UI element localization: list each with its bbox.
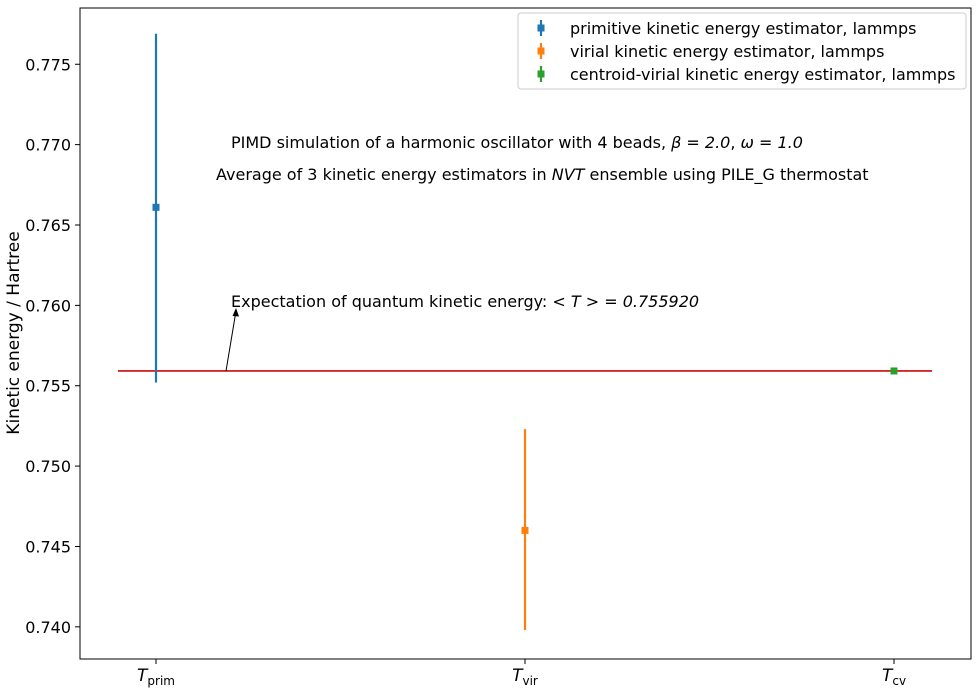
annotation-arrow-shaft bbox=[225, 310, 237, 372]
y-axis-label: Kinetic energy / Hartree bbox=[4, 231, 24, 434]
annotation-arrow-head bbox=[232, 308, 239, 317]
legend: primitive kinetic energy estimator, lamm… bbox=[517, 12, 967, 90]
legend-label-2: centroid-virial kinetic energy estimator… bbox=[570, 65, 955, 84]
y-axis: 0.740 0.745 0.750 0.755 0.760 0.765 0.770 0.775 bbox=[25, 55, 80, 637]
y-tick-label: 0.745 bbox=[25, 537, 71, 556]
annotation-ensemble-suffix: ensemble using PILE_G thermostat bbox=[584, 165, 868, 185]
annotation-ensemble-info: Average of 3 kinetic energy estimators i… bbox=[216, 165, 869, 185]
x-axis: Tprim Tvir Tcv bbox=[137, 659, 906, 688]
data-point-0 bbox=[152, 203, 160, 211]
legend-frame bbox=[517, 12, 967, 90]
data-point-1 bbox=[521, 526, 529, 534]
y-tick-label: 0.740 bbox=[25, 618, 71, 637]
annotation-simulation-info: PIMD simulation of a harmonic oscillator… bbox=[231, 133, 803, 152]
annotation-simulation-prefix: PIMD simulation of a harmonic oscillator… bbox=[231, 133, 671, 152]
annotation-expectation-prefix: Expectation of quantum kinetic energy: bbox=[231, 292, 552, 311]
y-tick-label: 0.770 bbox=[25, 136, 71, 155]
y-tick-label: 0.755 bbox=[25, 377, 71, 396]
legend-label-1: virial kinetic energy estimator, lammps bbox=[570, 42, 884, 61]
legend-swatch-marker-0 bbox=[537, 24, 545, 32]
annotation-beta: β = 2.0 bbox=[670, 133, 730, 152]
legend-label-0: primitive kinetic energy estimator, lamm… bbox=[570, 19, 916, 38]
x-tick-label-cv: Tcv bbox=[882, 666, 906, 688]
annotation-separator: , bbox=[730, 133, 740, 152]
annotation-expectation-math: < T > = 0.755920 bbox=[552, 292, 699, 311]
y-tick-label: 0.775 bbox=[25, 55, 71, 74]
x-tick-label-vir: Tvir bbox=[512, 666, 538, 688]
data-point-2 bbox=[890, 367, 898, 375]
series-marks bbox=[152, 33, 898, 631]
y-tick-label: 0.750 bbox=[25, 457, 71, 476]
x-tick-label-prim: Tprim bbox=[137, 666, 175, 688]
y-tick-label: 0.765 bbox=[25, 216, 71, 235]
annotation-omega: ω = 1.0 bbox=[741, 133, 803, 152]
annotation-ensemble-name: NVT bbox=[552, 165, 586, 184]
legend-swatch-marker-1 bbox=[537, 47, 545, 55]
y-tick-label: 0.760 bbox=[25, 296, 71, 315]
legend-swatch-marker-2 bbox=[537, 70, 545, 78]
annotation-ensemble-prefix: Average of 3 kinetic energy estimators i… bbox=[216, 165, 552, 184]
annotation-expectation: Expectation of quantum kinetic energy: <… bbox=[231, 292, 699, 311]
